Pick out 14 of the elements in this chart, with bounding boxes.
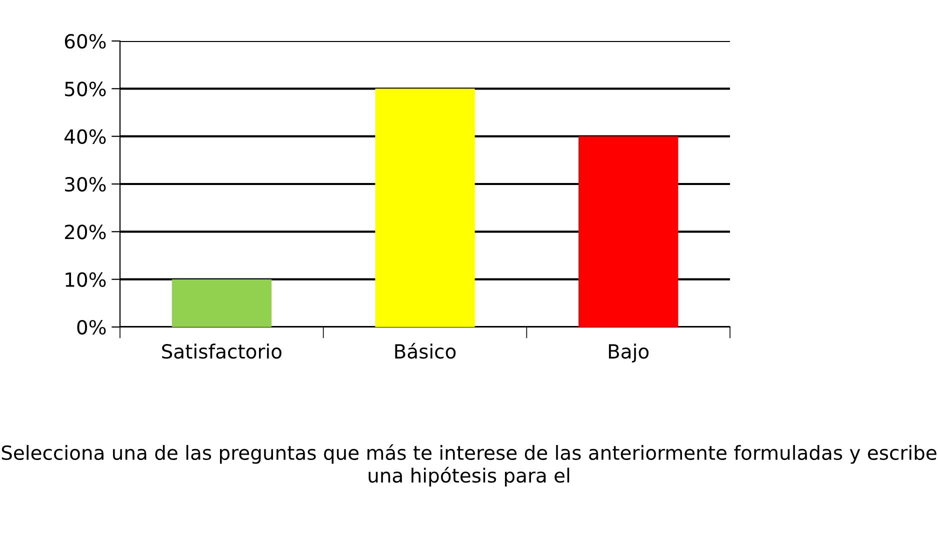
x-tick-label: Básico (395, 342, 456, 359)
text: Selecciona una de las preguntas que más te interese de las anteriormente formuladas y escribe una hipótesis para el (2, 444, 936, 487)
bar (578, 136, 678, 327)
y-tick-label: 0% (77, 320, 106, 335)
bar (375, 88, 475, 327)
x-tick-label: Satisfactorio (162, 344, 282, 359)
bar (172, 279, 272, 327)
y-tick-label: 30% (65, 176, 106, 192)
y-tick-label: 40% (64, 129, 106, 144)
y-tick-label: 60% (64, 34, 106, 49)
y-tick-label: 10% (66, 272, 106, 287)
y-tick-label: 20% (65, 224, 106, 240)
x-tick-label: Bajo (608, 344, 649, 362)
y-tick-label: 50% (65, 82, 106, 96)
